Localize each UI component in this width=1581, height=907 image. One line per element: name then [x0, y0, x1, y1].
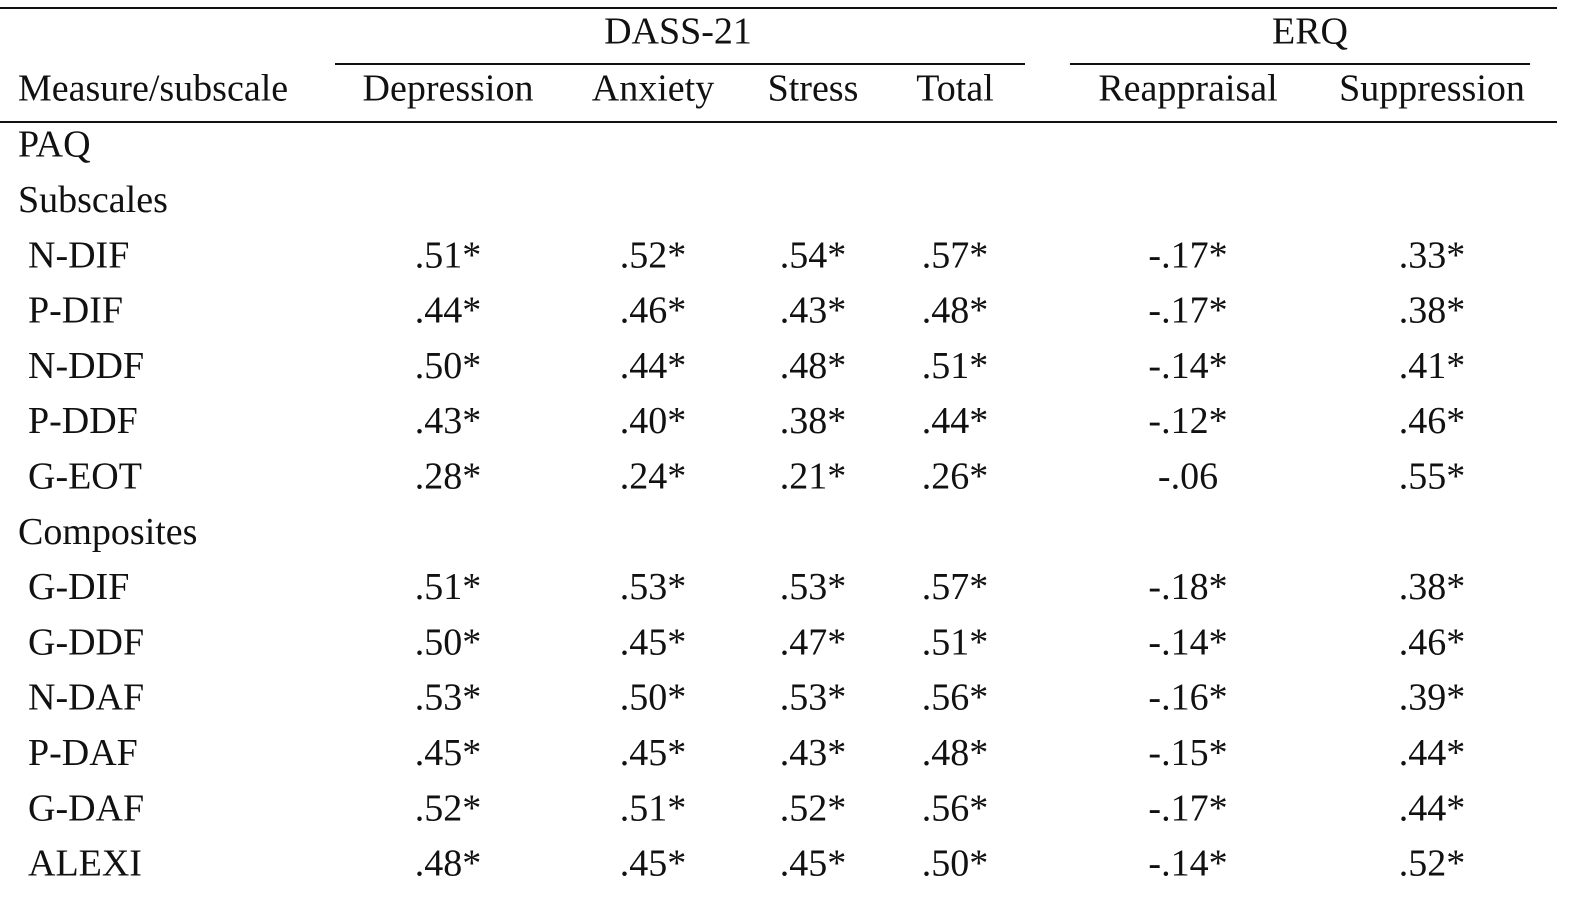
cell: .52*	[1399, 843, 1466, 885]
cell: .50*	[922, 843, 989, 885]
cell: .45*	[780, 843, 847, 885]
cell: .43*	[415, 400, 482, 442]
cell: .51*	[922, 621, 989, 663]
cell: .53*	[415, 677, 482, 719]
cell: .50*	[620, 677, 687, 719]
cell: .54*	[780, 234, 847, 276]
row-label: G-EOT	[28, 456, 142, 498]
cell: .41*	[1399, 345, 1466, 387]
cell: .52*	[620, 234, 687, 276]
row-label: P-DDF	[28, 400, 138, 442]
cell: -.17*	[1148, 787, 1227, 829]
cell: .48*	[780, 345, 847, 387]
cell: .46*	[620, 290, 687, 332]
cell: .44*	[1399, 732, 1466, 774]
cell: .26*	[922, 456, 989, 498]
row-label: N-DAF	[28, 677, 144, 719]
row-label: P-DIF	[28, 290, 123, 332]
cell: .38*	[1399, 566, 1466, 608]
cell: -.14*	[1148, 843, 1227, 885]
cell: .55*	[1399, 456, 1466, 498]
section-label: PAQ	[18, 124, 91, 166]
cell: .28*	[415, 456, 482, 498]
cell: .38*	[780, 400, 847, 442]
cell: .43*	[780, 290, 847, 332]
section-label: Composites	[18, 511, 197, 553]
cell: .38*	[1399, 290, 1466, 332]
cell: .45*	[620, 843, 687, 885]
cell: .53*	[780, 677, 847, 719]
row-label: G-DDF	[28, 621, 144, 663]
row-label: G-DAF	[28, 787, 144, 829]
cell: .21*	[780, 456, 847, 498]
section-label: Subscales	[18, 179, 168, 221]
cell: .51*	[415, 234, 482, 276]
cell: .47*	[780, 621, 847, 663]
cell: .24*	[620, 456, 687, 498]
cell: .53*	[620, 566, 687, 608]
column-header: Total	[916, 68, 994, 110]
cell: .56*	[922, 787, 989, 829]
column-header: Depression	[363, 68, 534, 110]
row-label: ALEXI	[28, 843, 142, 885]
row-label: P-DAF	[28, 732, 138, 774]
row-label: N-DDF	[28, 345, 144, 387]
cell: -.17*	[1148, 234, 1227, 276]
cell: .43*	[780, 732, 847, 774]
cell: .40*	[620, 400, 687, 442]
cell: .44*	[922, 400, 989, 442]
cell: .51*	[922, 345, 989, 387]
cell: .44*	[415, 290, 482, 332]
cell: .50*	[415, 621, 482, 663]
cell: .52*	[415, 787, 482, 829]
cell: .57*	[922, 566, 989, 608]
column-header: Anxiety	[592, 68, 714, 110]
cell: -.16*	[1148, 677, 1227, 719]
cell: .44*	[620, 345, 687, 387]
cell: -.12*	[1148, 400, 1227, 442]
cell: -.17*	[1148, 290, 1227, 332]
cell: -.18*	[1148, 566, 1227, 608]
group-header: DASS-21	[604, 11, 752, 53]
cell: .51*	[415, 566, 482, 608]
row-label: G-DIF	[28, 566, 129, 608]
row-label: N-DIF	[28, 234, 129, 276]
column-header: Measure/subscale	[18, 68, 288, 110]
cell: .45*	[620, 621, 687, 663]
cell: .57*	[922, 234, 989, 276]
cell: .45*	[415, 732, 482, 774]
cell: .45*	[620, 732, 687, 774]
cell: -.14*	[1148, 345, 1227, 387]
cell: .48*	[922, 732, 989, 774]
cell: .50*	[415, 345, 482, 387]
cell: .33*	[1399, 234, 1466, 276]
cell: .46*	[1399, 621, 1466, 663]
column-header: Suppression	[1339, 68, 1525, 110]
cell: -.06	[1158, 456, 1218, 498]
cell: .56*	[922, 677, 989, 719]
cell: .52*	[780, 787, 847, 829]
group-header: ERQ	[1272, 11, 1348, 53]
cell: .51*	[620, 787, 687, 829]
column-header: Reappraisal	[1098, 68, 1277, 110]
cell: .39*	[1399, 677, 1466, 719]
cell: -.14*	[1148, 621, 1227, 663]
cell: .48*	[415, 843, 482, 885]
column-header: Stress	[768, 68, 859, 110]
cell: .44*	[1399, 787, 1466, 829]
cell: -.15*	[1148, 732, 1227, 774]
cell: .46*	[1399, 400, 1466, 442]
cell: .48*	[922, 290, 989, 332]
cell: .53*	[780, 566, 847, 608]
